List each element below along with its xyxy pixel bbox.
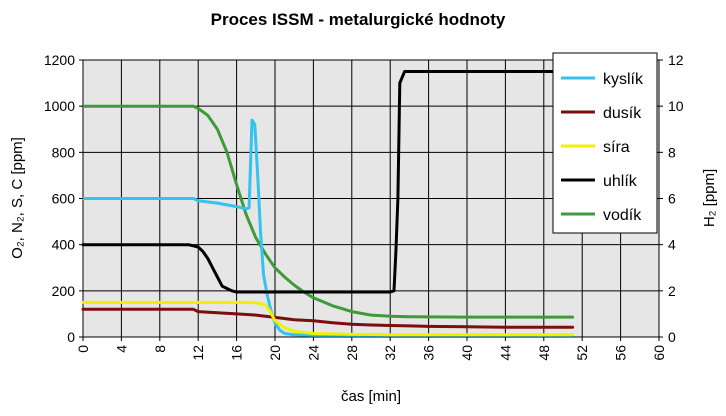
x-tick-label: 32 (382, 345, 398, 361)
series-layer (81, 70, 575, 337)
y-tick-label: 400 (52, 237, 76, 253)
x-tick-label: 0 (75, 345, 91, 353)
x-tick-label: 20 (267, 345, 283, 361)
series-line-3 (81, 300, 575, 337)
legend: kyslík dusík síra uhlík vodík (552, 52, 658, 234)
x-tick-label: 56 (613, 345, 629, 361)
x-tick-label: 52 (574, 345, 590, 361)
y2-tick-label: 8 (668, 144, 676, 160)
y-tick-label: 0 (67, 329, 75, 345)
series-line-5 (81, 104, 575, 319)
legend-label: kyslík (603, 71, 644, 88)
x-tick-label: 44 (497, 345, 513, 361)
y2-tick-label: 12 (668, 52, 684, 68)
legend-label: dusík (603, 105, 642, 122)
chart-title: Proces ISSM - metalurgické hodnoty (211, 10, 506, 29)
y-tick-label: 200 (52, 283, 76, 299)
x-tick-label: 12 (190, 345, 206, 361)
x-tick-label: 40 (459, 345, 475, 361)
axes: 0 4 8 12 16 20 24 28 32 36 40 44 48 52 56 6002004006008… (44, 52, 684, 361)
x-tick-label: 24 (305, 345, 321, 361)
x-tick-label: 60 (651, 345, 667, 361)
x-tick-label: 4 (113, 345, 129, 353)
legend-label: uhlík (603, 173, 638, 190)
legend-label: síra (603, 139, 630, 156)
y2-tick-label: 6 (668, 191, 676, 207)
x-tick-label: 8 (152, 345, 168, 353)
x-tick-label: 16 (229, 345, 245, 361)
y2-tick-label: 10 (668, 98, 684, 114)
y-axis-label: O₂, N₂, S, C [ppm] (9, 137, 26, 259)
y2-tick-label: 2 (668, 283, 676, 299)
y2-axis-label: H₂ [ppm] (701, 169, 718, 227)
legend-label: vodík (603, 207, 642, 224)
y2-tick-label: 4 (668, 237, 676, 253)
y2-tick-label: 0 (668, 329, 676, 345)
x-tick-label: 28 (344, 345, 360, 361)
y-tick-label: 800 (52, 144, 76, 160)
y-tick-label: 1200 (44, 52, 75, 68)
x-tick-label: 48 (536, 345, 552, 361)
legend-box (552, 52, 658, 234)
y-tick-label: 1000 (44, 98, 75, 114)
series-line-4 (81, 70, 575, 294)
x-axis-label: čas [min] (341, 388, 401, 405)
x-tick-label: 36 (421, 345, 437, 361)
series-line-2 (81, 307, 575, 329)
y-tick-label: 600 (52, 191, 76, 207)
